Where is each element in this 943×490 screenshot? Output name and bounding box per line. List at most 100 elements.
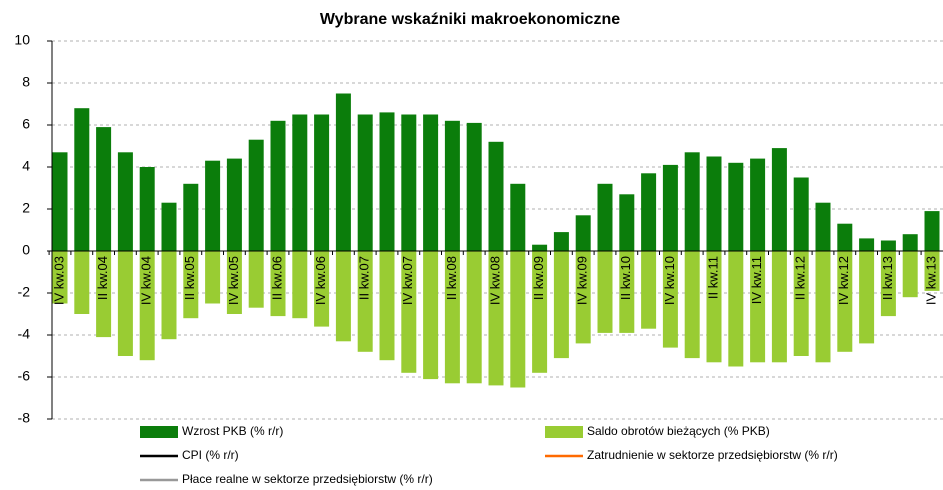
bar (510, 251, 526, 388)
x-tick-label: II kw.10 (618, 256, 633, 300)
legend-swatch (545, 426, 583, 438)
bar (335, 251, 351, 342)
bar (662, 251, 678, 348)
bar (161, 251, 177, 340)
y-tick-label: 10 (14, 32, 30, 48)
bar (641, 173, 657, 251)
bar (401, 114, 417, 251)
bar (466, 122, 482, 252)
bar (924, 251, 940, 291)
chart-title: Wybrane wskaźniki makroekonomiczne (320, 11, 620, 28)
x-tick-label: IV kw.04 (139, 256, 154, 305)
bar (837, 223, 853, 251)
bar (270, 251, 286, 317)
legend-label: Płace realne w sektorze przedsiębiorstw … (182, 472, 433, 486)
bar (117, 152, 133, 251)
legend-label: Zatrudnienie w sektorze przedsiębiorstw … (587, 448, 838, 462)
bar (314, 114, 330, 251)
x-tick-label: IV kw.12 (836, 256, 851, 305)
bar (96, 127, 112, 251)
bar (205, 160, 221, 251)
bar (793, 177, 809, 251)
bar (575, 251, 591, 344)
bar (902, 234, 918, 251)
bar (74, 108, 90, 251)
bar (183, 183, 199, 251)
bar (292, 251, 308, 319)
legend-label: CPI (% r/r) (182, 448, 239, 462)
bar (226, 158, 242, 251)
x-tick-label: IV kw.08 (487, 256, 502, 305)
bar (815, 251, 831, 363)
bar (139, 251, 155, 361)
x-tick-label: II kw.13 (880, 256, 895, 300)
bar (924, 211, 940, 251)
x-tick-label: II kw.05 (182, 256, 197, 300)
bar (314, 251, 330, 327)
bar (619, 251, 635, 333)
legend-swatch (140, 426, 178, 438)
bar (357, 114, 373, 251)
bar (423, 114, 439, 251)
bar (52, 152, 68, 251)
bar (117, 251, 133, 356)
bar (74, 251, 90, 314)
y-tick-label: -4 (18, 326, 31, 342)
x-tick-label: II kw.12 (793, 256, 808, 300)
y-tick-label: -2 (18, 284, 31, 300)
bar (859, 251, 875, 344)
legend-label: Saldo obrotów bieżących (% PKB) (587, 424, 770, 438)
bar (248, 251, 264, 308)
x-tick-label: IV kw.06 (313, 256, 328, 305)
bar (357, 251, 373, 352)
bar (619, 194, 635, 251)
bar (684, 152, 700, 251)
x-tick-label: IV kw.13 (923, 256, 938, 305)
bar (880, 251, 896, 317)
y-tick-label: 2 (22, 200, 30, 216)
bar (553, 232, 569, 251)
bar (750, 158, 766, 251)
x-tick-label: II kw.08 (444, 256, 459, 300)
y-tick-label: 0 (22, 242, 30, 258)
y-tick-label: 6 (22, 116, 30, 132)
bar (728, 162, 744, 251)
bar (205, 251, 221, 304)
bar (706, 251, 722, 363)
bar (771, 148, 787, 251)
bar (161, 202, 177, 251)
bar (771, 251, 787, 363)
bar (139, 167, 155, 251)
bar (880, 240, 896, 251)
x-tick-label: IV kw.10 (662, 256, 677, 305)
bar (641, 251, 657, 329)
bar (444, 120, 460, 251)
bar (379, 112, 395, 252)
bar (270, 120, 286, 251)
bar (662, 164, 678, 251)
bar (379, 251, 395, 361)
bar (226, 251, 242, 314)
bar (96, 251, 112, 338)
x-tick-label: IV kw.05 (226, 256, 241, 305)
x-tick-label: IV kw.03 (51, 256, 66, 305)
x-tick-label: IV kw.09 (575, 256, 590, 305)
bar (553, 251, 569, 359)
bar (423, 251, 439, 380)
bar (466, 251, 482, 384)
bar (444, 251, 460, 384)
x-tick-label: II kw.04 (95, 256, 110, 300)
bar (488, 251, 504, 386)
bar (706, 156, 722, 251)
bar (532, 244, 548, 251)
bar (597, 251, 613, 333)
bar (335, 93, 351, 251)
bar (684, 251, 700, 359)
y-tick-label: -8 (18, 410, 31, 426)
bar (837, 251, 853, 352)
bar (597, 183, 613, 251)
legend-label: Wzrost PKB (% r/r) (182, 424, 283, 438)
x-tick-label: II kw.06 (269, 256, 284, 300)
bar (52, 251, 68, 304)
